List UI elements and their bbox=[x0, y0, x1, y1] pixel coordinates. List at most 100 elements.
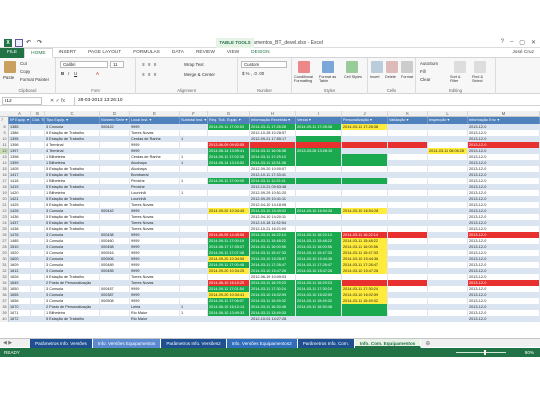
cell-a[interactable]: 1600 bbox=[9, 256, 31, 262]
cell-d[interactable] bbox=[100, 190, 130, 196]
cell-f[interactable] bbox=[180, 316, 208, 322]
wrap-text-button[interactable]: Wrap Text bbox=[184, 62, 204, 67]
row-number[interactable]: 9 bbox=[0, 130, 9, 136]
cell-a[interactable]: 1426 bbox=[9, 208, 31, 214]
cell-h[interactable]: 2014-03-11 13:49:33 bbox=[250, 310, 296, 316]
cell-c[interactable]: 5 Estação de Trabalho bbox=[45, 196, 100, 202]
tab-file[interactable]: FILE bbox=[0, 47, 25, 58]
column-header-e[interactable]: E bbox=[130, 111, 180, 117]
fx-icon[interactable]: ✕ ✓ fx bbox=[50, 98, 66, 104]
cell-b[interactable] bbox=[31, 274, 45, 280]
cell-g[interactable] bbox=[208, 184, 250, 190]
minimize-icon[interactable]: – bbox=[509, 39, 514, 45]
row-number[interactable]: 19 bbox=[0, 190, 9, 196]
cell-k[interactable] bbox=[388, 226, 428, 232]
cell-h[interactable] bbox=[250, 142, 296, 148]
delete-icon[interactable] bbox=[386, 61, 398, 73]
cell-d[interactable]: 000455 bbox=[100, 268, 130, 274]
cell-b[interactable] bbox=[31, 178, 45, 184]
cell-g[interactable]: 2014-06-17 17:05:07 bbox=[208, 244, 250, 250]
row-number[interactable]: 34 bbox=[0, 280, 9, 286]
tab-review[interactable]: REVIEW bbox=[195, 49, 215, 55]
cell-d[interactable] bbox=[100, 178, 130, 184]
cell-k[interactable] bbox=[388, 154, 428, 160]
cell-e[interactable]: Peniche bbox=[130, 178, 180, 184]
cell-f[interactable] bbox=[180, 286, 208, 292]
sheet-tab[interactable]: Info. Versões Equipamentos2 bbox=[226, 338, 298, 348]
cell-g[interactable]: 2014-06-10 13:49:33 bbox=[208, 310, 250, 316]
cell-i[interactable]: 2013-03-28 13:26:10 bbox=[296, 148, 342, 154]
row-number[interactable]: 23 bbox=[0, 214, 9, 220]
cell-k[interactable] bbox=[388, 178, 428, 184]
cell-k[interactable] bbox=[388, 256, 428, 262]
cell-l[interactable] bbox=[428, 232, 468, 238]
row-number[interactable]: 10 bbox=[0, 136, 9, 142]
cell-l[interactable] bbox=[428, 274, 468, 280]
cell-l[interactable] bbox=[428, 190, 468, 196]
cell-d[interactable] bbox=[100, 142, 130, 148]
cell-j[interactable] bbox=[342, 202, 388, 208]
cell-b[interactable] bbox=[31, 232, 45, 238]
cell-h[interactable]: 2014-03-11 16:30:48 bbox=[250, 304, 296, 310]
cell-j[interactable]: 2014-03-10 15:44:36 bbox=[342, 256, 388, 262]
cell-i[interactable]: 2014-03-10 16:54:28 bbox=[296, 208, 342, 214]
cell-i[interactable]: 2014-03-10 16:02:59 bbox=[296, 292, 342, 298]
cell-e[interactable]: Torres Novas bbox=[130, 214, 180, 220]
cell-styles-button[interactable]: Cell Styles bbox=[344, 75, 362, 79]
row-number[interactable]: 37 bbox=[0, 298, 9, 304]
cell-g[interactable] bbox=[208, 130, 250, 136]
cell-i[interactable]: 2014-09-11 17:28:38 bbox=[296, 124, 342, 130]
cell-a[interactable]: 1612 bbox=[9, 268, 31, 274]
close-icon[interactable]: ✕ bbox=[530, 40, 536, 46]
cell-l[interactable] bbox=[428, 202, 468, 208]
cell-b[interactable] bbox=[31, 316, 45, 322]
cell-g[interactable] bbox=[208, 166, 250, 172]
cell-j[interactable]: 2014-03-11 17:28:47 bbox=[342, 262, 388, 268]
cell-h[interactable]: 2014-03-11 17:28:47 bbox=[250, 262, 296, 268]
cell-d[interactable] bbox=[100, 310, 130, 316]
cell-k[interactable] bbox=[388, 304, 428, 310]
cell-j[interactable] bbox=[342, 184, 388, 190]
tab-data[interactable]: DATA bbox=[171, 49, 184, 55]
cell-d[interactable] bbox=[100, 316, 130, 322]
cell-c[interactable]: 3 Consola bbox=[45, 298, 100, 304]
cell-h[interactable]: 2014-03-11 17:28:28 bbox=[250, 124, 296, 130]
cell-d[interactable]: 000457 bbox=[100, 286, 130, 292]
cell-e[interactable]: Leiria bbox=[130, 304, 180, 310]
cell-f[interactable] bbox=[180, 262, 208, 268]
cell-h[interactable]: 2014-03-10 15:25:57 bbox=[250, 256, 296, 262]
cell-j[interactable] bbox=[342, 178, 388, 184]
cell-f[interactable] bbox=[180, 274, 208, 280]
cell-g[interactable] bbox=[208, 190, 250, 196]
cell-b[interactable] bbox=[31, 280, 45, 286]
cell-a[interactable]: 1672 bbox=[9, 316, 31, 322]
row-number[interactable]: 22 bbox=[0, 208, 9, 214]
cell-a[interactable]: 1520 bbox=[9, 250, 31, 256]
row-number[interactable]: 12 bbox=[0, 148, 9, 154]
redo-icon[interactable]: ↷ bbox=[37, 40, 43, 46]
row-number[interactable]: 29 bbox=[0, 250, 9, 256]
cell-j[interactable] bbox=[342, 214, 388, 220]
cell-j[interactable]: 2014-03-11 17:28:38 bbox=[342, 124, 388, 130]
number-format-icons[interactable]: $ % , .0 .00 bbox=[242, 71, 265, 76]
cell-f[interactable] bbox=[180, 196, 208, 202]
cell-b[interactable] bbox=[31, 208, 45, 214]
cell-l[interactable] bbox=[428, 142, 468, 148]
row-number[interactable]: 18 bbox=[0, 184, 9, 190]
cell-h[interactable]: 2014-03-10 15:47:26 bbox=[250, 268, 296, 274]
header-cell[interactable]: Subtotal Inst. ▾ bbox=[180, 117, 208, 124]
cell-j[interactable]: 2014-03-11 15:47:33 bbox=[342, 250, 388, 256]
cell-f[interactable]: 1 bbox=[180, 154, 208, 160]
cell-d[interactable] bbox=[100, 160, 130, 166]
cell-i[interactable]: 2014-03-11 17:30:24 bbox=[296, 286, 342, 292]
underline-button[interactable]: U bbox=[74, 71, 78, 76]
cell-k[interactable] bbox=[388, 190, 428, 196]
cell-b[interactable] bbox=[31, 154, 45, 160]
cell-c[interactable]: 3 Consola bbox=[45, 232, 100, 238]
cell-f[interactable] bbox=[180, 232, 208, 238]
cell-b[interactable] bbox=[31, 286, 45, 292]
cell-f[interactable]: 1 bbox=[180, 178, 208, 184]
cell-b[interactable] bbox=[31, 196, 45, 202]
cell-a[interactable]: 1485 bbox=[9, 238, 31, 244]
clear-button[interactable]: Clear bbox=[420, 77, 431, 82]
